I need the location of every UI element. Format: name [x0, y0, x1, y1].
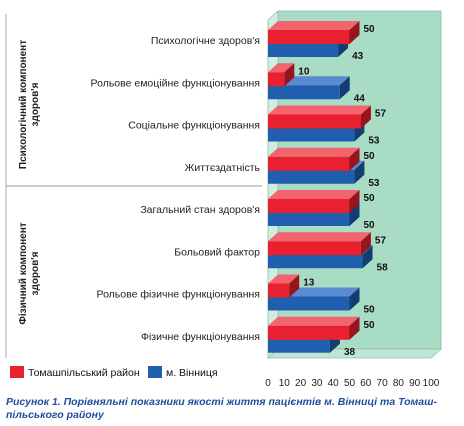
- bar-front-face: [268, 254, 363, 269]
- category-label: Фізичне функціонування: [141, 331, 260, 343]
- group-label: Фізичний компонент здоров'я: [18, 222, 41, 324]
- bar-side-face: [339, 76, 350, 100]
- bar-front-face: [268, 43, 339, 57]
- bar-tomashpil: [268, 274, 300, 298]
- category-label: Загальний стан здоров'я: [140, 204, 260, 216]
- bar-front-face: [268, 241, 361, 256]
- bar-top-face: [268, 21, 360, 30]
- x-tick-label: 50: [344, 378, 356, 389]
- group-label-line: Психологічний компонент: [18, 40, 29, 169]
- bar-side-face: [349, 287, 360, 311]
- x-tick-label: 10: [279, 378, 291, 389]
- data-label: 57: [375, 235, 387, 246]
- legend: Томашпільський район м. Вінниця: [10, 366, 218, 379]
- bar-side-face: [349, 21, 360, 44]
- legend-swatch: [148, 366, 162, 378]
- data-label: 50: [364, 24, 376, 35]
- group-label-line: Фізичний компонент: [18, 222, 29, 324]
- bar-side-face: [349, 316, 360, 340]
- data-label: 43: [352, 51, 364, 62]
- bar-side-face: [349, 147, 360, 171]
- figure-caption-line-1: Рисунок 1. Порівняльні показники якості …: [6, 396, 437, 408]
- bar-front-face: [268, 127, 355, 142]
- bar-top-face: [268, 190, 360, 199]
- data-label: 50: [364, 193, 376, 204]
- bar-front-face: [268, 114, 361, 129]
- bar-front-face: [268, 156, 350, 171]
- bar-front-face: [268, 283, 290, 298]
- data-label: 10: [298, 66, 310, 77]
- x-tick-label: 100: [423, 378, 440, 389]
- data-label: 44: [354, 93, 366, 104]
- legend-swatch: [10, 366, 24, 378]
- x-tick-label: 0: [265, 378, 271, 389]
- bar-top-face: [268, 105, 371, 115]
- bar-tomashpil: [268, 63, 295, 87]
- bar-tomashpil: [268, 21, 360, 44]
- group-label: Психологічний компонент здоров'я: [18, 40, 41, 169]
- category-label: Життєздатність: [185, 162, 261, 174]
- data-label: 50: [364, 151, 376, 162]
- bar-tomashpil: [268, 316, 360, 340]
- bar-tomashpil: [268, 105, 371, 129]
- bar-front-face: [268, 169, 355, 184]
- x-tick-label: 90: [409, 378, 421, 389]
- bar-top-face: [268, 316, 360, 326]
- bar-tomashpil: [268, 147, 360, 171]
- bar-tomashpil: [268, 232, 371, 256]
- legend-label: Томашпільський район: [28, 367, 140, 379]
- bar-side-face: [360, 105, 371, 129]
- category-label: Соціальне функціонування: [128, 120, 260, 132]
- x-tick-label: 70: [377, 378, 389, 389]
- category-label: Психологічне здоров'я: [151, 35, 260, 47]
- figure-caption-line-2: пільського району: [6, 409, 104, 421]
- bar-front-face: [268, 30, 350, 44]
- bar-side-face: [349, 190, 360, 213]
- group-label-line: здоров'я: [30, 82, 41, 126]
- bar-front-face: [268, 72, 285, 87]
- data-label: 57: [375, 109, 387, 120]
- data-label: 53: [368, 178, 380, 189]
- bar-side-face: [349, 203, 360, 226]
- data-label: 38: [344, 347, 356, 358]
- bar-side-face: [362, 245, 373, 269]
- bar-front-face: [268, 85, 340, 100]
- bar-front-face: [268, 338, 330, 353]
- group-label-line: здоров'я: [30, 251, 41, 295]
- bar-front-face: [268, 325, 350, 340]
- x-tick-label: 80: [393, 378, 405, 389]
- data-label: 53: [368, 136, 380, 147]
- bar-front-face: [268, 296, 350, 311]
- category-label: Больовий фактор: [174, 246, 260, 258]
- x-tick-label: 60: [360, 378, 372, 389]
- data-label: 50: [364, 305, 376, 316]
- category-label: Рольове емоційне функціонування: [91, 77, 260, 89]
- data-label: 58: [377, 262, 389, 273]
- data-label: 50: [364, 220, 376, 231]
- bar-side-face: [354, 160, 365, 184]
- bar-top-face: [268, 147, 360, 157]
- category-label: Рольове фізичне функціонування: [97, 289, 260, 301]
- data-label: 13: [303, 278, 315, 289]
- bar-side-face: [284, 63, 295, 87]
- bar-front-face: [268, 212, 350, 226]
- bar-side-face: [360, 232, 371, 256]
- x-tick-label: 40: [328, 378, 340, 389]
- bar-top-face: [268, 63, 295, 73]
- legend-label: м. Вінниця: [166, 367, 218, 379]
- bar-front-face: [268, 199, 350, 213]
- bar-tomashpil: [268, 190, 360, 213]
- bar-top-face: [268, 232, 371, 242]
- bar-top-face: [268, 274, 300, 284]
- x-tick-label: 20: [295, 378, 307, 389]
- x-tick-label: 30: [311, 378, 323, 389]
- data-label: 50: [364, 320, 376, 331]
- bar-side-face: [289, 274, 300, 298]
